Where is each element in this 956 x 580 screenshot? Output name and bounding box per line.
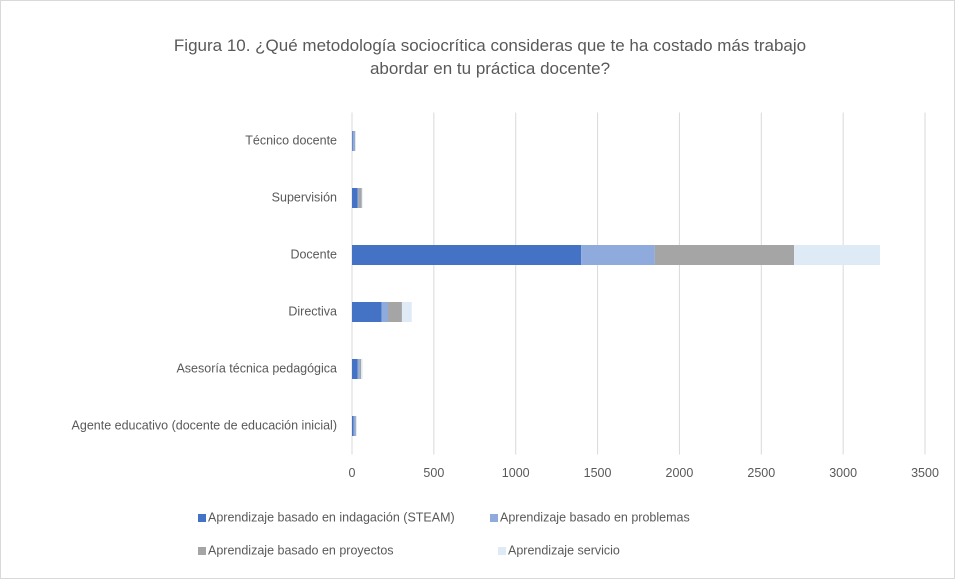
- x-tick-label: 3000: [829, 466, 857, 480]
- y-tick-label: Técnico docente: [245, 133, 337, 147]
- bar-segment: [581, 245, 655, 265]
- x-tick-label: 1000: [502, 466, 530, 480]
- bar-segment: [352, 302, 382, 322]
- bar-segment: [357, 188, 359, 208]
- bar-segment: [361, 188, 363, 208]
- bar-segment: [356, 416, 357, 436]
- bar-segment: [352, 416, 354, 436]
- bar-segment: [381, 302, 389, 322]
- bar-segment: [354, 131, 356, 151]
- x-tick-label: 3500: [911, 466, 939, 480]
- bar-segment: [352, 245, 582, 265]
- bar-segment: [353, 416, 356, 436]
- legend-swatch: [498, 547, 506, 555]
- x-tick-label: 500: [423, 466, 444, 480]
- bar-segment: [361, 359, 363, 379]
- x-tick-label: 1500: [584, 466, 612, 480]
- bar-segment: [388, 302, 402, 322]
- x-tick-label: 2500: [747, 466, 775, 480]
- bar-segment: [355, 416, 357, 436]
- bar-segment: [357, 359, 360, 379]
- bar-segment: [401, 302, 412, 322]
- bar-segment: [352, 131, 353, 151]
- y-tick-label: Directiva: [288, 304, 337, 318]
- bar-segment: [794, 245, 880, 265]
- legend-swatch: [490, 514, 498, 522]
- legend-label: Aprendizaje basado en problemas: [500, 510, 690, 524]
- bar-segment: [358, 188, 362, 208]
- legend-swatch: [198, 547, 206, 555]
- chart-title: Figura 10. ¿Qué metodología sociocrítica…: [173, 36, 807, 78]
- x-tick-label: 0: [349, 466, 356, 480]
- y-tick-label: Agente educativo (docente de educación i…: [72, 418, 337, 432]
- bar-segment: [352, 131, 355, 151]
- x-tick-label: 2000: [666, 466, 694, 480]
- legend-label: Aprendizaje basado en proyectos: [208, 543, 394, 557]
- bar-segment: [352, 359, 358, 379]
- y-tick-label: Supervisión: [272, 190, 337, 204]
- y-tick-label: Asesoría técnica pedagógica: [176, 361, 337, 375]
- bar-segment: [654, 245, 795, 265]
- legend-label: Aprendizaje basado en indagación (STEAM): [208, 510, 455, 524]
- bar-segment: [359, 359, 362, 379]
- legend-label: Aprendizaje servicio: [508, 543, 620, 557]
- bar-segment: [352, 188, 358, 208]
- legend-swatch: [198, 514, 206, 522]
- y-tick-label: Docente: [290, 247, 337, 261]
